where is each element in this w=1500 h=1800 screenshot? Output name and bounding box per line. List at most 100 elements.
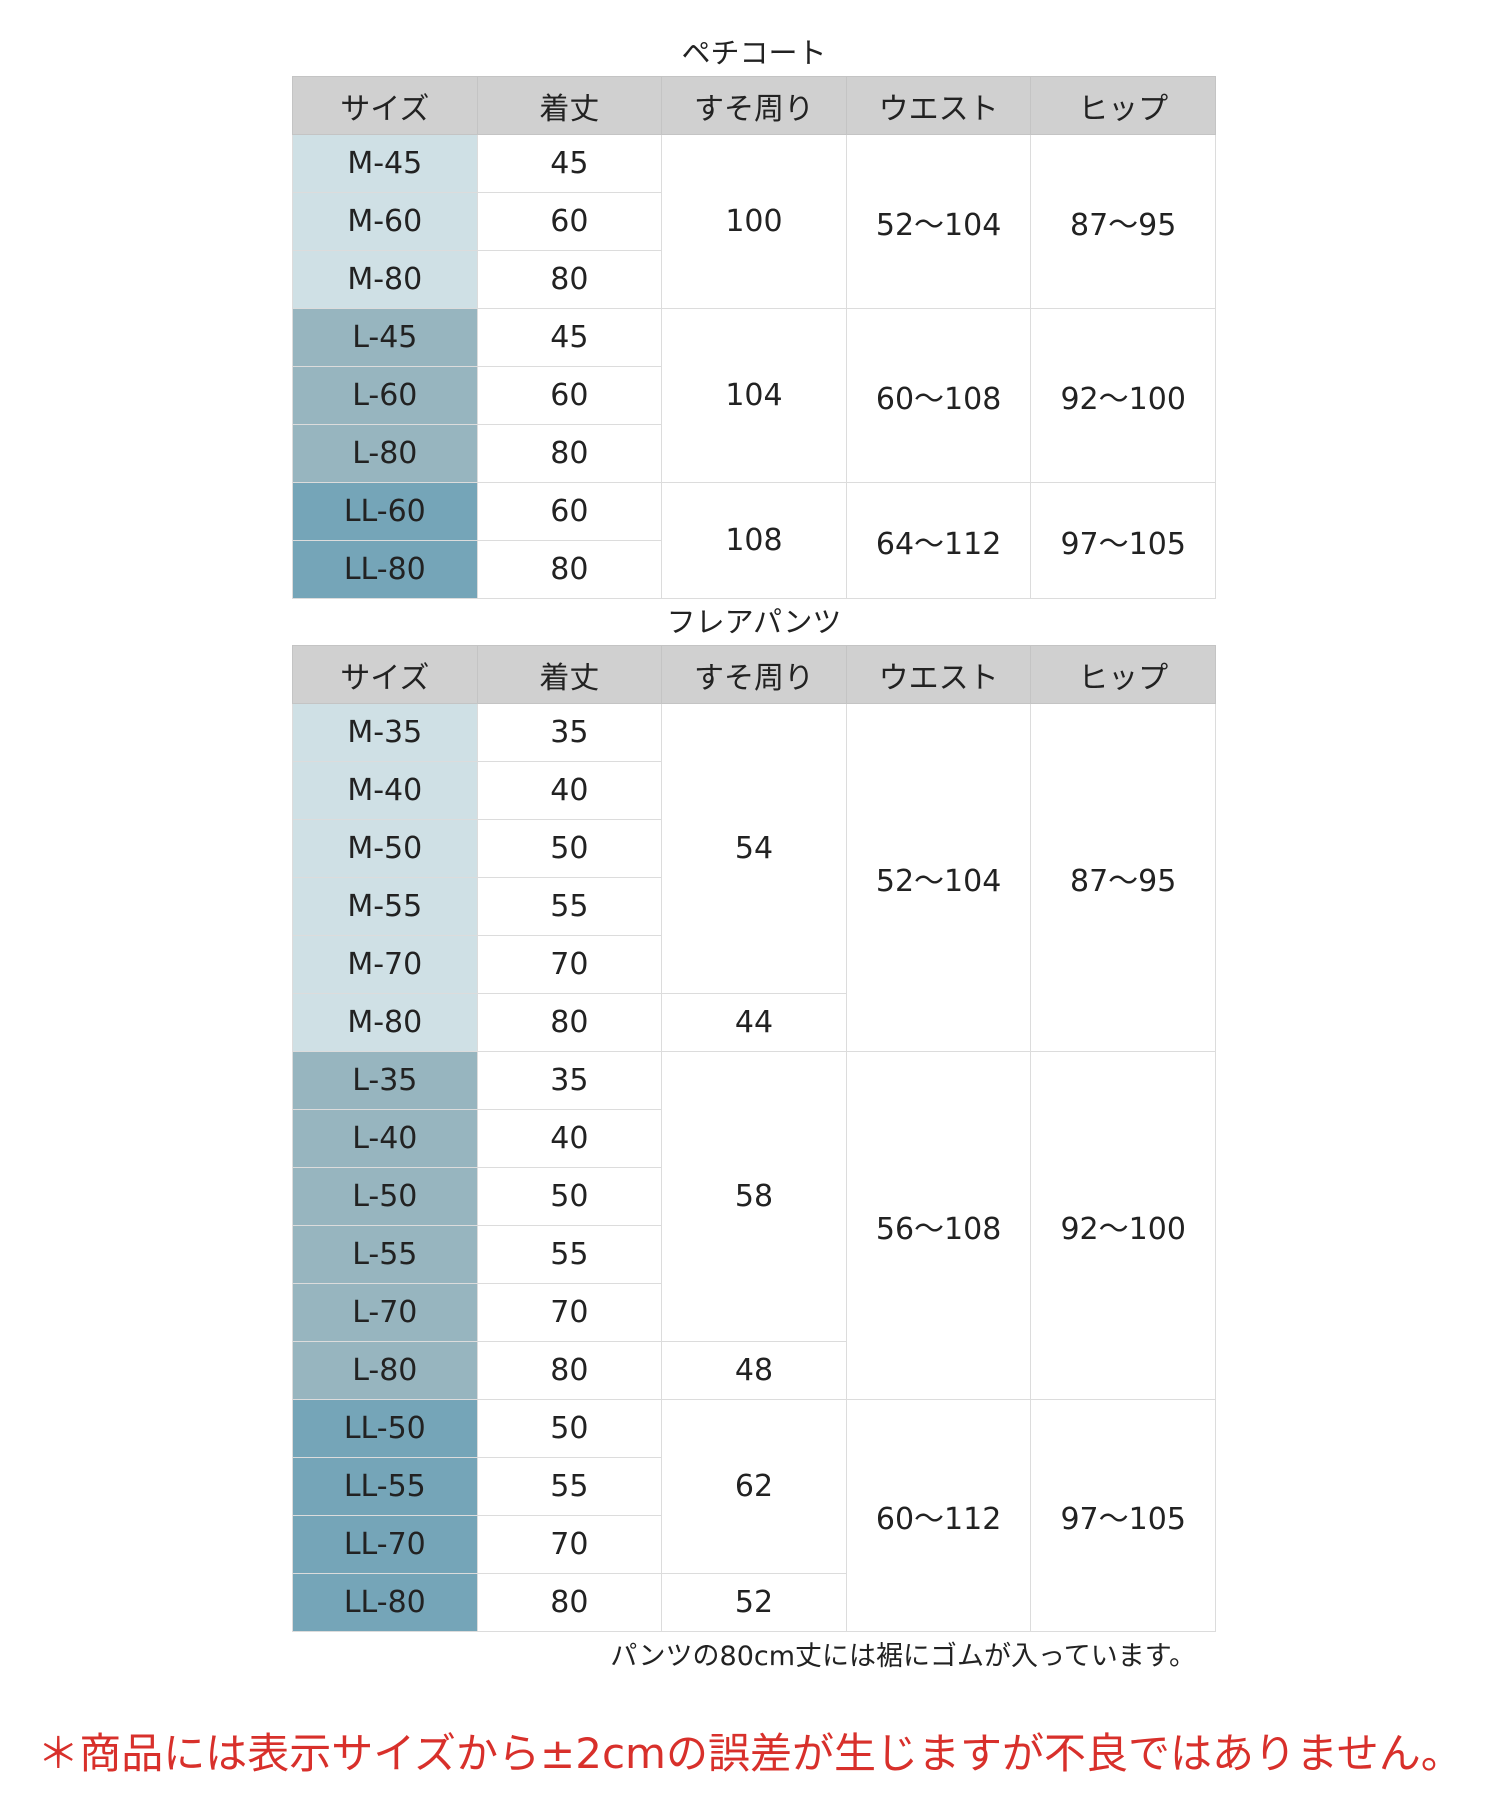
note: パンツの80cm丈には裾にゴムが入っています。 bbox=[610, 1641, 1196, 1672]
size-cell: LL-60 bbox=[292, 482, 478, 541]
size-cell: M-70 bbox=[292, 935, 478, 994]
size-cell: LL-50 bbox=[292, 1399, 478, 1458]
length-cell: 40 bbox=[476, 761, 663, 820]
header-cell: 着丈 bbox=[476, 76, 663, 135]
length-cell: 80 bbox=[476, 540, 663, 599]
size-cell: M-55 bbox=[292, 877, 478, 936]
length-cell: 55 bbox=[476, 1457, 663, 1516]
row: LL-70 70 bbox=[292, 1515, 1216, 1574]
row: LL-80 80 bbox=[292, 540, 1216, 599]
table-title: ペチコート bbox=[681, 36, 827, 70]
size-cell: M-50 bbox=[292, 819, 478, 878]
header-cell: ヒップ bbox=[1030, 76, 1216, 135]
size-cell: LL-80 bbox=[292, 1573, 478, 1632]
hip-cell: 87〜95 bbox=[1030, 703, 1216, 1052]
hem-cell: 52 bbox=[661, 1573, 847, 1632]
length-cell: 80 bbox=[476, 993, 663, 1052]
row: L-40 40 bbox=[292, 1109, 1216, 1168]
length-cell: 55 bbox=[476, 1225, 663, 1284]
header-row: サイズ 着丈 すそ周り ウエスト ヒップ bbox=[292, 76, 1216, 135]
size-cell: L-60 bbox=[292, 366, 478, 425]
header-cell: すそ周り bbox=[661, 645, 847, 704]
hem-cell: 100 bbox=[661, 134, 847, 309]
size-cell: LL-55 bbox=[292, 1457, 478, 1516]
row: M-45 45 100 52〜104 87〜95 bbox=[292, 134, 1216, 309]
length-cell: 35 bbox=[476, 1051, 663, 1110]
size-cell: M-35 bbox=[292, 703, 478, 762]
header-cell: すそ周り bbox=[661, 76, 847, 135]
content: ペチコート サイズ 着丈 すそ周り ウエスト ヒップ M-45 45 100 52〜104 87〜9… bbox=[292, 30, 1216, 1686]
row: L-70 70 bbox=[292, 1283, 1216, 1342]
size-cell: LL-70 bbox=[292, 1515, 478, 1574]
length-cell: 60 bbox=[476, 192, 663, 251]
size-cell: L-40 bbox=[292, 1109, 478, 1168]
waist-cell: 60〜108 bbox=[845, 308, 1032, 483]
hem-cell: 108 bbox=[661, 482, 847, 599]
length-cell: 50 bbox=[476, 1167, 663, 1226]
header-cell: ヒップ bbox=[1030, 645, 1216, 704]
size-cell: M-45 bbox=[292, 134, 478, 193]
size-table: サイズ 着丈 すそ周り ウエスト ヒップ M-35 35 54 52〜104 87〜95 M-40 4… bbox=[292, 645, 1216, 1632]
hip-cell: 92〜100 bbox=[1030, 1051, 1216, 1400]
row: LL-55 55 bbox=[292, 1457, 1216, 1516]
waist-cell: 60〜112 bbox=[845, 1399, 1032, 1632]
size-cell: LL-80 bbox=[292, 540, 478, 599]
size-cell: L-70 bbox=[292, 1283, 478, 1342]
size-cell: L-55 bbox=[292, 1225, 478, 1284]
row: M-55 55 bbox=[292, 877, 1216, 936]
size-cell: L-45 bbox=[292, 308, 478, 367]
length-cell: 60 bbox=[476, 482, 663, 541]
row: L-80 80 48 bbox=[292, 1341, 1216, 1400]
size-cell: M-40 bbox=[292, 761, 478, 820]
header-row: サイズ 着丈 すそ周り ウエスト ヒップ bbox=[292, 645, 1216, 704]
hip-cell: 87〜95 bbox=[1030, 134, 1216, 309]
size-cell: M-80 bbox=[292, 993, 478, 1052]
size-cell: M-60 bbox=[292, 192, 478, 251]
waist-cell: 64〜112 bbox=[845, 482, 1032, 599]
row: M-50 50 bbox=[292, 819, 1216, 878]
size-cell: M-80 bbox=[292, 250, 478, 309]
length-cell: 70 bbox=[476, 1515, 663, 1574]
row: L-45 45 104 60〜108 92〜100 bbox=[292, 308, 1216, 483]
row: M-70 70 bbox=[292, 935, 1216, 994]
row: M-35 35 54 52〜104 87〜95 bbox=[292, 703, 1216, 1052]
size-cell: L-50 bbox=[292, 1167, 478, 1226]
row: L-55 55 bbox=[292, 1225, 1216, 1284]
header-cell: ウエスト bbox=[845, 76, 1032, 135]
hem-cell: 44 bbox=[661, 993, 847, 1052]
hip-cell: 97〜105 bbox=[1030, 482, 1216, 599]
row: M-40 40 bbox=[292, 761, 1216, 820]
header-cell: サイズ bbox=[292, 76, 478, 135]
row: L-35 35 58 56〜108 92〜100 bbox=[292, 1051, 1216, 1400]
hip-cell: 97〜105 bbox=[1030, 1399, 1216, 1632]
header-cell: サイズ bbox=[292, 645, 478, 704]
length-cell: 50 bbox=[476, 1399, 663, 1458]
size-table: サイズ 着丈 すそ周り ウエスト ヒップ M-45 45 100 52〜104 87〜95 M-60… bbox=[292, 76, 1216, 599]
hem-cell: 48 bbox=[661, 1341, 847, 1400]
header-cell: 着丈 bbox=[476, 645, 663, 704]
length-cell: 70 bbox=[476, 935, 663, 994]
waist-cell: 52〜104 bbox=[845, 703, 1032, 1052]
table-title: フレアパンツ bbox=[666, 605, 842, 639]
size-cell: L-80 bbox=[292, 424, 478, 483]
row: L-80 80 bbox=[292, 424, 1216, 483]
hem-cell: 62 bbox=[661, 1399, 847, 1574]
length-cell: 55 bbox=[476, 877, 663, 936]
length-cell: 80 bbox=[476, 250, 663, 309]
hem-cell: 58 bbox=[661, 1051, 847, 1342]
row: M-80 80 bbox=[292, 250, 1216, 309]
length-cell: 80 bbox=[476, 1341, 663, 1400]
hip-cell: 92〜100 bbox=[1030, 308, 1216, 483]
length-cell: 60 bbox=[476, 366, 663, 425]
length-cell: 80 bbox=[476, 424, 663, 483]
row: LL-60 60 108 64〜112 97〜105 bbox=[292, 482, 1216, 599]
length-cell: 45 bbox=[476, 308, 663, 367]
length-cell: 50 bbox=[476, 819, 663, 878]
waist-cell: 52〜104 bbox=[845, 134, 1032, 309]
row: LL-50 50 62 60〜112 97〜105 bbox=[292, 1399, 1216, 1632]
length-cell: 40 bbox=[476, 1109, 663, 1168]
length-cell: 80 bbox=[476, 1573, 663, 1632]
length-cell: 70 bbox=[476, 1283, 663, 1342]
size-cell: L-35 bbox=[292, 1051, 478, 1110]
